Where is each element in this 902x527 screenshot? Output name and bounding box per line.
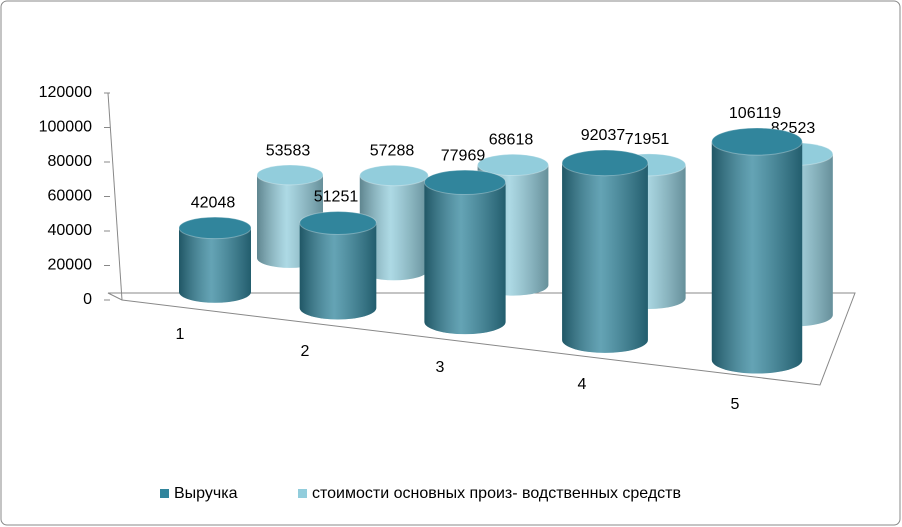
data-label: 57288	[370, 142, 415, 159]
x-tick-label: 2	[301, 343, 310, 360]
bar	[711, 127, 803, 374]
bar-top	[561, 149, 649, 177]
legend-swatch	[298, 489, 307, 498]
y-tick-label: 40000	[48, 222, 93, 239]
bar-shade	[711, 141, 803, 374]
axes-frame	[107, 92, 856, 386]
bar-shade	[359, 175, 429, 281]
legend-swatch	[160, 489, 169, 498]
bar-top	[711, 127, 803, 156]
data-label: 71951	[625, 131, 670, 148]
bar-top	[423, 169, 507, 195]
bar-top	[256, 164, 324, 186]
legend-label: стоимости основных произ- водственных ср…	[312, 485, 681, 502]
bar-shade	[562, 162, 648, 353]
bar-top	[178, 216, 252, 240]
bar-shade	[299, 223, 377, 320]
data-label: 106119	[729, 105, 781, 122]
bar-top	[477, 153, 549, 177]
bar-shade	[424, 182, 506, 335]
data-label: 92037	[581, 127, 626, 144]
data-label: 53583	[266, 142, 311, 159]
data-label: 77969	[441, 147, 486, 164]
y-tick-label: 120000	[39, 84, 92, 101]
bar	[299, 211, 377, 320]
legend-label: Выручка	[174, 485, 238, 502]
x-tick-label: 3	[436, 359, 445, 376]
x-tick-label: 1	[176, 326, 185, 343]
y-tick-label: 80000	[48, 153, 93, 170]
data-label: 42048	[191, 194, 236, 211]
y-tick-label: 0	[83, 291, 92, 308]
y-tick-label: 60000	[48, 188, 93, 205]
y-tick-label: 20000	[48, 257, 93, 274]
x-tick-label: 5	[731, 396, 740, 413]
x-tick-label: 4	[578, 376, 587, 393]
y-tick-label: 100000	[39, 119, 92, 136]
bar	[561, 149, 649, 353]
data-label: 68618	[489, 132, 534, 149]
data-label: 51251	[314, 189, 359, 206]
bar	[423, 169, 507, 335]
bar	[178, 216, 252, 303]
bar-top	[299, 211, 377, 235]
bar-shade	[179, 227, 251, 303]
bar	[359, 164, 429, 281]
bar-top	[359, 164, 429, 187]
